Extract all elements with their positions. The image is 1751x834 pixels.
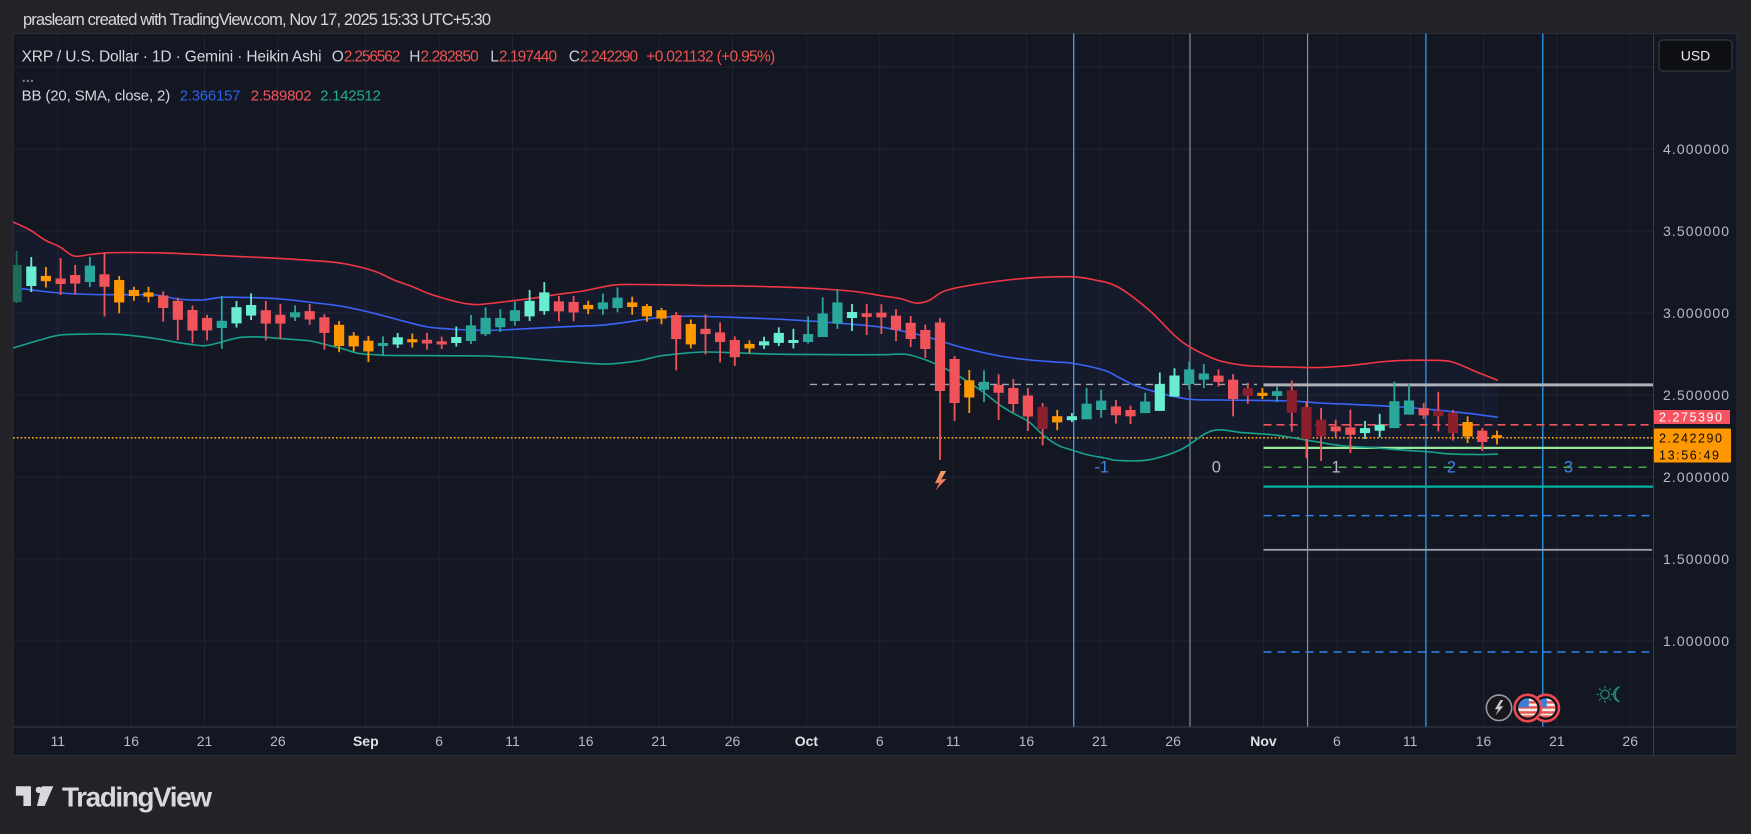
svg-text:XRP / U.S. Dollar · 1D · Gemin: XRP / U.S. Dollar · 1D · Gemini · Heikin… <box>22 49 322 66</box>
svg-text:+0.021132 (+0.95%): +0.021132 (+0.95%) <box>646 49 775 66</box>
svg-text:16: 16 <box>1019 733 1035 749</box>
svg-text:1.000000: 1.000000 <box>1663 633 1729 649</box>
svg-text:11: 11 <box>505 733 520 749</box>
svg-text:26: 26 <box>270 733 286 749</box>
svg-text:-1: -1 <box>1094 459 1109 477</box>
svg-text:L: L <box>490 49 499 66</box>
svg-text:11: 11 <box>51 733 66 749</box>
svg-text:2.282850: 2.282850 <box>421 49 480 66</box>
svg-text:2.366157: 2.366157 <box>180 88 241 105</box>
svg-text:2.256562: 2.256562 <box>344 49 401 66</box>
svg-text:2.500000: 2.500000 <box>1663 387 1729 403</box>
svg-text:16: 16 <box>578 733 594 749</box>
svg-text:2.000000: 2.000000 <box>1663 469 1729 485</box>
svg-text:2.197440: 2.197440 <box>499 49 558 66</box>
svg-text:13:56:49: 13:56:49 <box>1659 449 1719 463</box>
svg-text:21: 21 <box>651 733 667 749</box>
svg-text:2.242290: 2.242290 <box>580 49 639 66</box>
svg-text:O: O <box>332 49 344 66</box>
svg-text:2.142512: 2.142512 <box>320 88 381 105</box>
svg-text:26: 26 <box>725 733 741 749</box>
svg-text:2.275390: 2.275390 <box>1659 411 1722 425</box>
svg-text:6: 6 <box>876 733 884 749</box>
svg-text:2: 2 <box>1447 459 1456 477</box>
svg-text:BB (20, SMA, close, 2): BB (20, SMA, close, 2) <box>22 88 171 105</box>
svg-text:H: H <box>409 49 420 66</box>
svg-text:Sep: Sep <box>353 733 379 749</box>
svg-text:6: 6 <box>435 733 443 749</box>
svg-text:0: 0 <box>1212 459 1221 477</box>
svg-text:4.000000: 4.000000 <box>1663 141 1729 157</box>
svg-text:USD: USD <box>1681 48 1711 64</box>
svg-text:21: 21 <box>1549 733 1565 749</box>
svg-text:11: 11 <box>946 733 961 749</box>
svg-text:16: 16 <box>123 733 139 749</box>
svg-text:26: 26 <box>1622 733 1638 749</box>
svg-text:2.242290: 2.242290 <box>1659 432 1722 446</box>
svg-text:21: 21 <box>1092 733 1108 749</box>
svg-text:11: 11 <box>1403 733 1418 749</box>
svg-text:...: ... <box>22 69 35 86</box>
svg-text:21: 21 <box>197 733 213 749</box>
svg-text:Oct: Oct <box>795 733 819 749</box>
svg-text:3.000000: 3.000000 <box>1663 305 1729 321</box>
svg-text:1.500000: 1.500000 <box>1663 551 1729 567</box>
svg-text:3: 3 <box>1564 459 1573 477</box>
svg-text:Nov: Nov <box>1250 733 1277 749</box>
svg-text:1: 1 <box>1332 459 1341 477</box>
svg-text:C: C <box>569 49 580 66</box>
svg-text:6: 6 <box>1333 733 1341 749</box>
svg-text:26: 26 <box>1165 733 1181 749</box>
svg-text:2.589802: 2.589802 <box>251 88 312 105</box>
svg-text:3.500000: 3.500000 <box>1663 223 1729 239</box>
svg-text:praslearn created with Trading: praslearn created with TradingView.com, … <box>23 11 491 29</box>
svg-text:TradingView: TradingView <box>62 782 212 813</box>
svg-text:16: 16 <box>1476 733 1492 749</box>
